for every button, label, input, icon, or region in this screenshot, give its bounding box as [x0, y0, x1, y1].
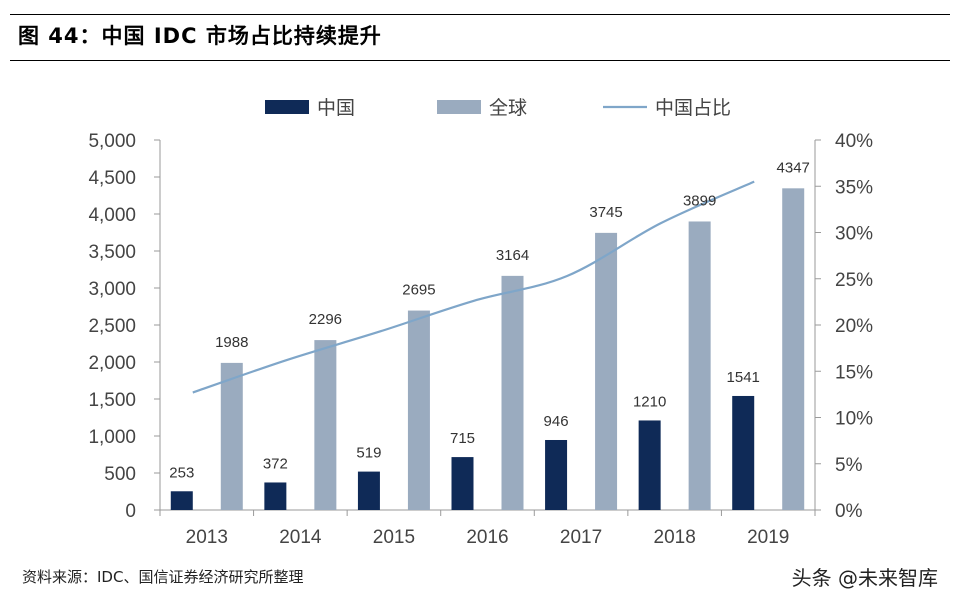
data-label-china: 1210 — [633, 393, 666, 410]
y-tick-left-label: 4,500 — [88, 168, 136, 189]
bars — [170, 188, 805, 510]
data-label-global: 3164 — [496, 247, 529, 264]
data-label-china: 715 — [450, 430, 475, 447]
data-label-china: 946 — [544, 413, 569, 430]
x-tick-label: 2016 — [466, 527, 508, 548]
legend-china-label: 中国 — [317, 97, 355, 119]
bar-china — [357, 471, 380, 510]
x-axis: 2013 2014 2015 2016 2017 2018 2019 — [159, 509, 816, 548]
y-tick-right-label: 35% — [835, 177, 873, 198]
data-label-global: 2296 — [309, 311, 342, 328]
y-axis-left: 0 500 1,000 1,500 2,000 2,500 3,000 3,500 4,000 4… — [88, 131, 161, 522]
chart-legend: 中国 全球 中国占比 — [265, 97, 731, 119]
y-tick-right-label: 20% — [835, 316, 873, 337]
y-tick-right-label: 10% — [835, 409, 873, 430]
bar-global — [595, 232, 618, 510]
y-tick-left-label: 500 — [104, 464, 136, 485]
y-tick-right-label: 0% — [835, 501, 863, 522]
data-labels: 253 1988 372 2296 519 2695 715 3164 946 3745 1210 3… — [169, 159, 810, 481]
bar-china — [170, 491, 193, 510]
legend-global-swatch — [437, 100, 481, 114]
y-tick-left-label: 3,500 — [88, 242, 136, 263]
page-title: 图 44：中国 IDC 市场占比持续提升 — [18, 24, 382, 48]
y-axis-right: 0% 5% 10% 15% 20% 25% 30% 35% 40% — [814, 131, 873, 522]
y-tick-left-label: 5,000 — [88, 131, 136, 152]
y-tick-left-label: 4,000 — [88, 205, 136, 226]
x-tick-label: 2018 — [654, 527, 696, 548]
x-tick-label: 2017 — [560, 527, 602, 548]
x-tick-label: 2019 — [747, 527, 789, 548]
y-tick-left-label: 1,500 — [88, 390, 136, 411]
bar-china — [732, 395, 755, 510]
bar-china — [638, 420, 661, 510]
bar-china — [545, 439, 568, 510]
top-rule — [10, 14, 950, 15]
y-tick-left-label: 3,000 — [88, 279, 136, 300]
data-label-global: 2695 — [402, 282, 435, 299]
y-tick-left-label: 2,000 — [88, 353, 136, 374]
bar-global — [407, 310, 430, 510]
data-label-china: 253 — [169, 464, 194, 481]
data-label-china: 1541 — [727, 369, 760, 386]
y-tick-right-label: 40% — [835, 131, 873, 152]
data-label-global: 4347 — [777, 159, 810, 176]
source-note: 资料来源：IDC、国信证券经济研究所整理 — [22, 568, 304, 586]
y-tick-left-label: 0 — [125, 501, 136, 522]
y-tick-right-label: 25% — [835, 270, 873, 291]
bar-global — [688, 221, 711, 510]
y-tick-left-label: 1,000 — [88, 427, 136, 448]
bar-china — [264, 482, 287, 510]
data-label-global: 3745 — [589, 204, 622, 221]
share-line — [192, 180, 755, 394]
bar-global — [501, 275, 524, 510]
y-tick-right-label: 5% — [835, 455, 863, 476]
bar-global — [314, 340, 337, 510]
bar-global — [220, 362, 243, 510]
y-tick-left-label: 2,500 — [88, 316, 136, 337]
data-label-china: 372 — [263, 455, 288, 472]
bar-global — [782, 188, 805, 510]
legend-share-label: 中国占比 — [655, 97, 731, 119]
x-tick-label: 2014 — [279, 527, 322, 548]
x-tick-label: 2015 — [373, 527, 415, 548]
share-line-path — [192, 180, 755, 394]
bar-china — [451, 457, 474, 510]
idc-market-chart: 中国 全球 中国占比 0 500 1,000 1,500 2,000 2,500 3,000 3,… — [88, 97, 873, 548]
data-label-china: 519 — [356, 445, 381, 462]
data-label-global: 1988 — [215, 334, 248, 351]
data-label-global: 3899 — [683, 192, 716, 209]
y-tick-right-label: 30% — [835, 224, 873, 245]
legend-global-label: 全球 — [489, 97, 527, 119]
legend-china-swatch — [265, 100, 309, 114]
x-tick-label: 2013 — [186, 527, 228, 548]
title-rule — [10, 60, 950, 61]
y-tick-right-label: 15% — [835, 362, 873, 383]
watermark: 头条 @未来智库 — [791, 566, 938, 590]
